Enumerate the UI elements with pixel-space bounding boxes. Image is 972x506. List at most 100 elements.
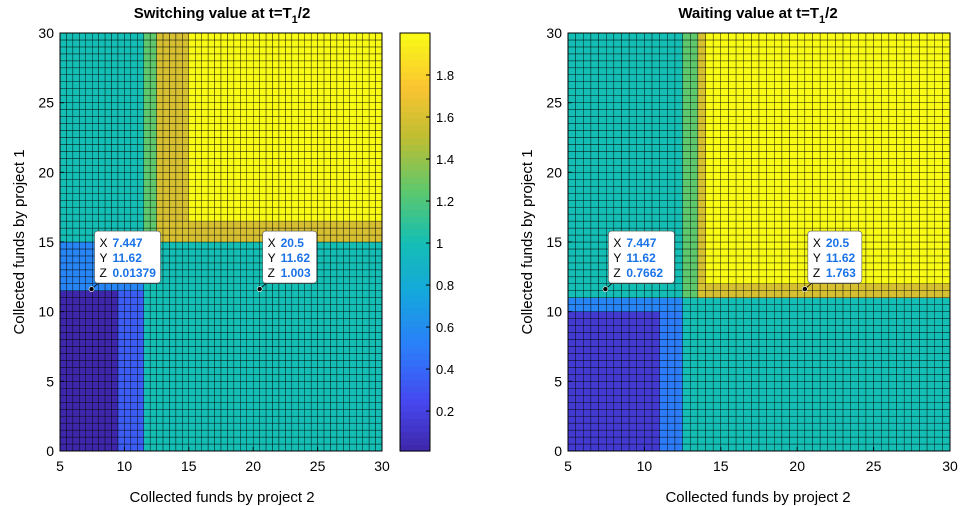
- heatmap-cell: [613, 158, 622, 166]
- heatmap-cell: [583, 193, 592, 201]
- heatmap-cell: [214, 130, 222, 138]
- heatmap-cell: [130, 206, 138, 215]
- heatmap-cell: [188, 53, 196, 62]
- heatmap-cell: [130, 388, 138, 396]
- title-main: Switching value at t=T: [134, 5, 292, 22]
- heatmap-cell: [797, 213, 806, 222]
- heatmap-cell: [621, 158, 630, 166]
- heatmap-cell: [317, 123, 325, 131]
- heatmap-cell: [66, 325, 74, 333]
- heatmap-cell: [674, 269, 683, 278]
- heatmap-cell: [705, 395, 714, 403]
- heatmap-cell: [259, 179, 267, 187]
- heatmap-cell: [330, 395, 338, 403]
- heatmap-cell: [567, 311, 576, 319]
- heatmap-cell: [735, 360, 744, 368]
- heatmap-cell: [644, 297, 653, 305]
- heatmap-cell: [162, 325, 170, 333]
- heatmap-cell: [162, 53, 170, 62]
- heatmap-cell: [111, 144, 119, 152]
- heatmap-cell: [690, 311, 699, 319]
- heatmap-cell: [751, 165, 760, 173]
- heatmap-cell: [137, 353, 144, 361]
- heatmap-cell: [246, 102, 254, 110]
- heatmap-cell: [124, 422, 132, 431]
- heatmap-cell: [613, 436, 622, 445]
- heatmap-cell: [162, 234, 170, 243]
- heatmap-cell: [636, 81, 645, 89]
- heatmap-cell: [621, 32, 630, 41]
- heatmap-cell: [375, 388, 383, 396]
- heatmap-cell: [104, 325, 112, 333]
- heatmap-cell: [85, 151, 93, 159]
- heatmap-cell: [720, 81, 729, 89]
- heatmap-cell: [233, 60, 241, 69]
- heatmap-cell: [330, 297, 338, 305]
- heatmap-cell: [291, 415, 299, 424]
- heatmap-cell: [66, 206, 74, 215]
- heatmap-cell: [705, 199, 714, 208]
- heatmap-cell: [659, 158, 668, 166]
- heatmap-cell: [728, 102, 737, 110]
- heatmap-cell: [758, 318, 767, 326]
- heatmap-cell: [743, 144, 752, 152]
- heatmap-cell: [117, 422, 125, 431]
- heatmap-cell: [667, 381, 676, 389]
- heatmap-cell: [712, 346, 721, 354]
- heatmap-cell: [682, 304, 691, 312]
- heatmap-cell: [227, 443, 235, 452]
- heatmap-cell: [323, 339, 331, 347]
- heatmap-cell: [259, 39, 267, 48]
- heatmap-cell: [613, 193, 622, 201]
- heatmap-cell: [356, 95, 363, 103]
- colorbar-stripe: [400, 398, 430, 406]
- heatmap-cell: [291, 311, 299, 319]
- heatmap-cell: [310, 346, 318, 354]
- heatmap-cell: [207, 409, 215, 417]
- heatmap-cell: [259, 290, 267, 298]
- heatmap-cell: [343, 241, 350, 250]
- heatmap-cell: [117, 415, 125, 424]
- heatmap-cell: [613, 81, 622, 89]
- heatmap-cell: [583, 95, 592, 103]
- heatmap-cell: [227, 409, 235, 417]
- heatmap-cell: [310, 39, 318, 48]
- heatmap-cell: [79, 81, 86, 89]
- heatmap-cell: [285, 88, 293, 96]
- heatmap-cell: [111, 436, 119, 445]
- heatmap-cell: [667, 130, 676, 138]
- heatmap-cell: [636, 402, 645, 410]
- datatip[interactable]: X 20.5Y 11.62Z 1.003: [256, 230, 317, 292]
- heatmap-cell: [149, 339, 157, 347]
- heatmap-cell: [789, 311, 798, 319]
- heatmap-cell: [66, 297, 74, 305]
- heatmap-cell: [598, 311, 607, 319]
- heatmap-cell: [674, 360, 683, 368]
- heatmap-cell: [667, 179, 676, 187]
- heatmap-cell: [575, 353, 584, 361]
- heatmap-cell: [175, 179, 183, 187]
- heatmap-cell: [797, 144, 806, 152]
- heatmap-cell: [644, 443, 653, 452]
- heatmap-cell: [259, 74, 267, 82]
- heatmap-cell: [85, 276, 93, 284]
- heatmap-cell: [743, 276, 752, 284]
- heatmap-cell: [728, 409, 737, 417]
- heatmap-cell: [712, 395, 721, 403]
- heatmap-cell: [169, 151, 177, 159]
- heatmap-cell: [644, 116, 653, 124]
- heatmap-cell: [575, 39, 584, 48]
- heatmap-cell: [156, 325, 164, 333]
- heatmap-cell: [66, 46, 74, 55]
- heatmap-cell: [349, 32, 357, 41]
- heatmap-cell: [789, 402, 798, 410]
- heatmap-cell: [567, 165, 576, 173]
- heatmap-cell: [104, 409, 112, 417]
- heatmap-cell: [195, 46, 202, 55]
- heatmap-cell: [368, 443, 376, 452]
- heatmap-cell: [728, 74, 737, 82]
- heatmap-cell: [567, 172, 576, 180]
- heatmap-cell: [628, 367, 637, 375]
- heatmap-cell: [66, 374, 74, 382]
